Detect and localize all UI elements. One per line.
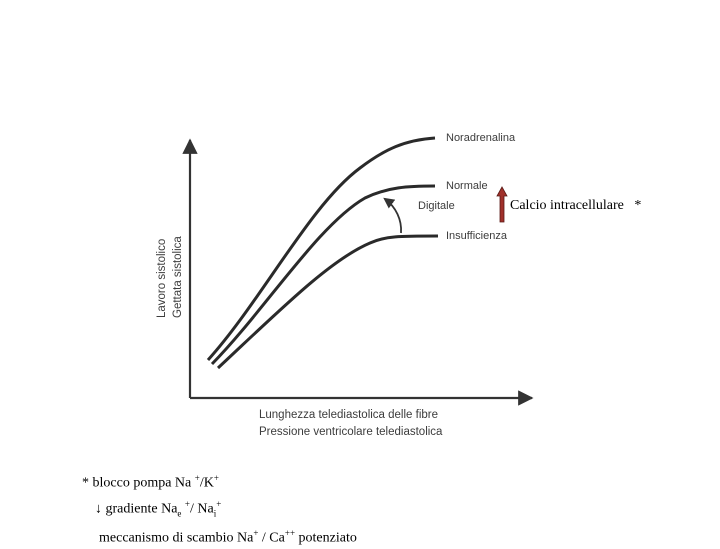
calcio-asterisk: * xyxy=(634,198,642,213)
calcio-intracellulare-label: Calcio intracellulare * xyxy=(510,198,641,214)
x-axis-label-2: Pressione ventricolare telediastolica xyxy=(259,426,443,438)
note3-text: meccanismo di scambio Na xyxy=(99,530,254,546)
curve-noradrenalina xyxy=(206,136,436,362)
digitale-arrow xyxy=(383,197,402,234)
curve-insufficienza xyxy=(216,234,439,370)
note2-text: gradiente Na xyxy=(105,501,178,517)
note1-text: * blocco pompa Na xyxy=(82,475,192,491)
note-gradiente: ↓ gradiente Nae +/ Nai+ xyxy=(82,494,357,523)
note2-sub-i: i xyxy=(213,508,217,519)
down-arrow-icon: ↓ xyxy=(95,501,102,517)
note1-sup2: + xyxy=(213,473,219,483)
note2-sup1: + xyxy=(184,498,190,509)
label-insufficienza: Insufficienza xyxy=(446,230,508,242)
notes-block: * blocco pompa Na +/K+ ↓ gradiente Nae +… xyxy=(82,468,357,549)
label-digitale: Digitale xyxy=(418,200,455,212)
note1-sup1: + xyxy=(194,473,200,483)
curve-normale xyxy=(210,184,436,366)
note3-end: potenziato xyxy=(295,530,357,546)
note2-sup2: + xyxy=(216,498,222,509)
y-axis-label-2: Gettata sistolica xyxy=(172,236,184,318)
increase-arrow-icon xyxy=(496,186,508,223)
x-axis-label-1: Lunghezza telediastolica delle fibre xyxy=(259,409,438,421)
note3-mid: / Ca xyxy=(258,530,285,546)
note-blocco-pompa: * blocco pompa Na +/K+ xyxy=(82,468,357,494)
note3-sup1: + xyxy=(253,528,259,539)
note2-mid: / Na xyxy=(190,501,214,517)
y-axis-label-1: Lavoro sistolico xyxy=(156,239,168,318)
calcio-text: Calcio intracellulare xyxy=(510,198,624,213)
note3-sup2: ++ xyxy=(284,528,296,539)
label-noradrenalina: Noradrenalina xyxy=(446,132,516,144)
note1-mid: /K xyxy=(199,475,214,491)
note2-sub-e: e xyxy=(177,508,182,519)
label-normale: Normale xyxy=(446,180,488,192)
note-scambio: meccanismo di scambio Na+ / Ca++ potenzi… xyxy=(82,523,357,549)
